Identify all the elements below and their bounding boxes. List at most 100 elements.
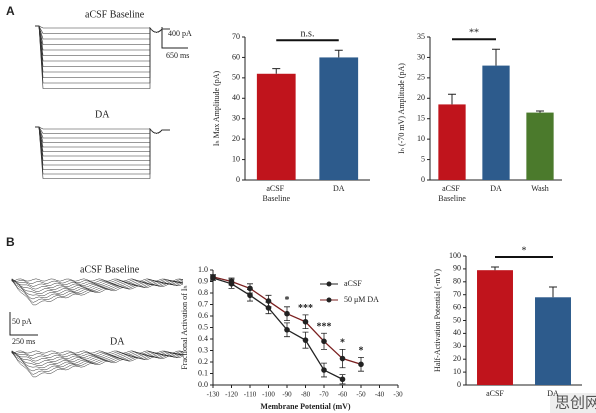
scale-label: 650 ms [166, 51, 189, 60]
trace [11, 278, 184, 290]
x-tick-label: -130 [207, 391, 220, 399]
legend-marker [326, 281, 332, 287]
y-tick-label: 35 [417, 32, 425, 41]
y-tick-label: 20 [417, 93, 425, 102]
legend-label: aCSF [344, 279, 362, 288]
error-bar [536, 110, 544, 113]
x-tick-label: -40 [375, 391, 385, 399]
y-tick-label: 5 [421, 154, 425, 163]
scale-label: 250 ms [12, 337, 35, 346]
point [247, 292, 253, 299]
scale-label: 50 pA [12, 317, 32, 326]
panel-label: B [6, 235, 15, 249]
trace-label: aCSF Baseline [80, 264, 140, 275]
trace [11, 278, 184, 292]
point [358, 361, 364, 368]
y-tick-label: 1.0 [198, 265, 208, 274]
x-tick-label: aCSF Baseline [262, 184, 290, 203]
y-tick-label: 0.1 [198, 368, 208, 377]
trace-label: aCSF Baseline [85, 9, 145, 20]
point [321, 367, 327, 373]
y-tick-label: 10 [453, 367, 461, 376]
y-tick-label: 90 [453, 264, 461, 273]
y-tick-label: 60 [232, 52, 240, 61]
y-tick-label: 0.0 [198, 380, 208, 389]
x-tick-label: aCSF [486, 389, 504, 398]
point [265, 298, 272, 304]
significance: * [522, 245, 527, 256]
error-bar [272, 68, 281, 74]
trace [11, 350, 184, 359]
y-tick-label: 100 [449, 251, 461, 260]
trace [11, 352, 184, 367]
x-axis-label: Membrane Potential (mV) [260, 402, 351, 411]
point [302, 337, 309, 343]
y-tick-label: 0.4 [198, 334, 208, 343]
watermark-bg [550, 393, 596, 413]
error-bar [549, 286, 557, 298]
point [228, 278, 235, 285]
y-tick-label: 60 [453, 302, 461, 311]
scale-bar [161, 27, 188, 49]
y-axis-label: Fractional Activation of Iₕ [180, 285, 189, 369]
point [302, 318, 309, 325]
trace [11, 278, 184, 282]
y-tick-label: 0 [457, 380, 461, 389]
error-bar [334, 49, 343, 58]
y-tick-label: 0.8 [198, 288, 208, 297]
x-tick-label: -60 [338, 391, 348, 399]
y-tick-label: 10 [417, 134, 425, 143]
y-tick-label: 30 [232, 114, 240, 123]
y-tick-label: 40 [232, 93, 240, 102]
y-tick-label: 50 [453, 315, 461, 324]
significance: ** [469, 28, 479, 39]
y-axis-label: Iₕ Max Amplitude (pA) [212, 70, 221, 146]
trace [35, 126, 170, 179]
y-tick-label: 50 [232, 73, 240, 82]
y-tick-label: 0 [236, 175, 240, 184]
y-tick-label: 70 [453, 290, 461, 299]
error-bar [491, 266, 499, 271]
scale-bar [9, 312, 38, 336]
significance: n.s. [301, 29, 315, 40]
x-tick-label: -50 [356, 391, 366, 399]
y-tick-label: 40 [453, 328, 461, 337]
x-tick-label: Wash [531, 184, 549, 193]
y-tick-label: 30 [417, 52, 425, 61]
y-tick-label: 80 [453, 277, 461, 286]
point [321, 338, 327, 345]
bar [482, 65, 510, 180]
x-tick-label: aCSF Baseline [438, 184, 466, 203]
x-tick-label: -30 [393, 391, 403, 399]
x-tick-label: -70 [319, 391, 329, 399]
annotation: *** [298, 303, 313, 314]
point [339, 376, 346, 383]
y-tick-label: 0 [421, 175, 425, 184]
y-tick-label: 0.9 [198, 276, 208, 285]
trace [11, 278, 184, 287]
legend-marker [326, 297, 332, 303]
y-tick-label: 0.7 [198, 299, 208, 308]
annotation: * [340, 338, 345, 349]
point [247, 285, 253, 292]
point [339, 355, 346, 362]
y-tick-label: 30 [453, 341, 461, 350]
y-tick-label: 0.2 [198, 357, 208, 366]
trace [11, 277, 184, 306]
x-tick-label: -100 [262, 391, 275, 399]
bar [535, 297, 571, 385]
bar [256, 73, 296, 180]
scale-label: 400 pA [168, 29, 192, 38]
trace-label: DA [110, 336, 125, 347]
x-tick-label: DA [490, 184, 502, 193]
annotation: * [285, 295, 290, 306]
y-tick-label: 0.5 [198, 322, 208, 331]
annotation: * [359, 346, 364, 357]
trace [11, 350, 184, 375]
y-tick-label: 20 [232, 134, 240, 143]
point [210, 274, 216, 280]
panel-label: A [6, 4, 15, 18]
y-axis-label: Iₕ (-70 mV) Amplitude (pA) [397, 63, 406, 154]
watermark: 思创网 [555, 394, 596, 412]
point [284, 327, 290, 333]
